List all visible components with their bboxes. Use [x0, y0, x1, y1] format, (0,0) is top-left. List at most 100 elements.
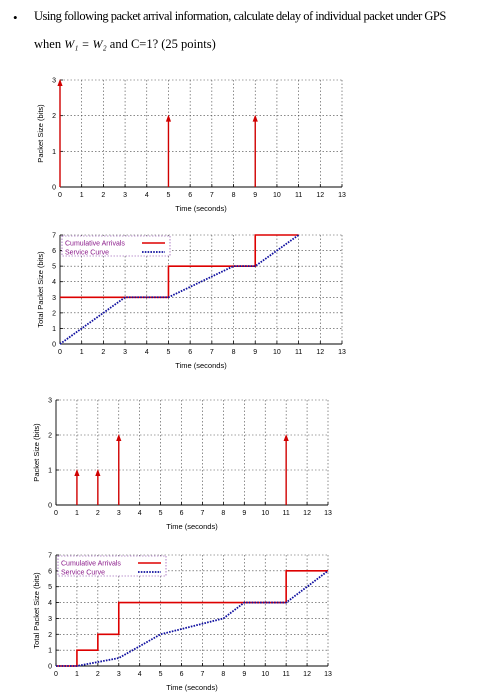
- y-tick-label: 4: [52, 279, 56, 286]
- y-tick-label: 1: [48, 468, 52, 475]
- x-tick-label: 9: [242, 510, 246, 517]
- y-tick-label: 0: [52, 185, 56, 192]
- x-tick-label: 11: [283, 510, 290, 517]
- y-tick-label: 4: [48, 600, 52, 607]
- x-tick-label: 3: [117, 671, 121, 678]
- y-tick-label: 3: [48, 616, 52, 623]
- x-tick-label: 8: [232, 349, 236, 356]
- x-tick-label: 0: [54, 510, 58, 517]
- arrow-head: [283, 434, 289, 441]
- question-suffix: and C=1? (25 points): [109, 37, 216, 51]
- x-tick-label: 12: [316, 192, 324, 199]
- x-tick-label: 6: [188, 349, 192, 356]
- arrival-arrow: [252, 114, 258, 187]
- x-tick-label: 2: [96, 671, 100, 678]
- service-curve-line: [56, 570, 329, 667]
- legend-box: [57, 555, 167, 577]
- x-tick-label: 6: [188, 192, 192, 199]
- x-axis-label: Time (seconds): [175, 361, 227, 370]
- x-tick-label: 5: [159, 671, 163, 678]
- y-tick-label: 7: [48, 553, 52, 560]
- x-tick-label: 1: [80, 349, 84, 356]
- y-tick-label: 6: [48, 568, 52, 575]
- y-tick-label: 0: [48, 503, 52, 510]
- x-tick-label: 4: [145, 349, 149, 356]
- y-tick-label: 2: [48, 433, 52, 440]
- legend-entry-label: Cumulative Arrivals: [61, 561, 121, 568]
- y-axis-label: Packet Size (bits): [32, 423, 41, 482]
- x-tick-label: 2: [96, 510, 100, 517]
- y-tick-label: 5: [52, 264, 56, 271]
- x-tick-label: 4: [138, 510, 142, 517]
- y-tick-label: 1: [48, 648, 52, 655]
- legend: Cumulative Arrivals Service Curve: [57, 555, 167, 577]
- x-tick-label: 13: [324, 510, 332, 517]
- x-tick-label: 3: [117, 510, 121, 517]
- x-tick-label: 2: [101, 349, 105, 356]
- y-tick-label: 6: [52, 248, 56, 255]
- legend-entry-label: Service Curve: [65, 250, 109, 257]
- x-tick-label: 9: [242, 671, 246, 678]
- y-tick-label: 1: [52, 326, 56, 333]
- arrival-arrow: [116, 434, 122, 505]
- cumulative-arrivals-line: [56, 570, 328, 667]
- x-tick-label: 5: [167, 192, 171, 199]
- question-prefix: when: [34, 37, 62, 51]
- arrow-head: [165, 114, 172, 122]
- arrow-head: [57, 79, 63, 86]
- x-tick-label: 10: [273, 349, 281, 356]
- y-tick-label: 0: [52, 342, 56, 349]
- x-tick-label: 1: [75, 510, 79, 517]
- x-axis-label: Time (seconds): [166, 522, 218, 531]
- x-tick-label: 5: [167, 349, 171, 356]
- x-tick-label: 8: [221, 671, 225, 678]
- x-tick-label: 9: [253, 349, 257, 356]
- y-tick-label: 3: [48, 398, 52, 405]
- arrow-head: [95, 469, 101, 476]
- x-tick-label: 11: [283, 671, 290, 678]
- arrow-head: [116, 434, 122, 441]
- x-tick-label: 0: [58, 192, 62, 199]
- x-tick-label: 8: [221, 510, 225, 517]
- y-tick-label: 7: [52, 233, 56, 240]
- service-curve-line: [59, 234, 300, 345]
- x-tick-label: 8: [232, 192, 236, 199]
- y-tick-label: 3: [52, 295, 56, 302]
- arrival-arrow: [57, 79, 63, 187]
- x-tick-label: 10: [261, 510, 269, 517]
- x-tick-label: 10: [273, 192, 281, 199]
- weight-formula: W₁ = W₂: [64, 37, 107, 51]
- legend-entry-label: Service Curve: [61, 570, 105, 577]
- x-tick-label: 12: [303, 510, 311, 517]
- x-tick-label: 4: [138, 671, 142, 678]
- x-tick-label: 12: [316, 349, 324, 356]
- y-axis-label: Total Packet Size (bits): [36, 251, 45, 328]
- x-tick-label: 0: [54, 671, 58, 678]
- x-tick-label: 1: [75, 671, 79, 678]
- x-axis-label: Time (seconds): [175, 204, 227, 213]
- x-tick-label: 2: [101, 192, 105, 199]
- x-tick-label: 3: [123, 192, 127, 199]
- x-tick-label: 13: [338, 192, 346, 199]
- arrow-head: [74, 469, 80, 476]
- x-tick-label: 1: [80, 192, 84, 199]
- legend-entry-label: Cumulative Arrivals: [65, 241, 125, 248]
- y-tick-label: 0: [48, 664, 52, 671]
- x-tick-label: 7: [201, 510, 205, 517]
- x-tick-label: 4: [145, 192, 149, 199]
- x-tick-label: 12: [303, 671, 311, 678]
- x-tick-label: 7: [210, 192, 214, 199]
- x-tick-label: 6: [180, 510, 184, 517]
- legend: Cumulative Arrivals Service Curve: [61, 235, 171, 257]
- x-tick-label: 7: [201, 671, 205, 678]
- x-tick-label: 7: [210, 349, 214, 356]
- y-tick-label: 2: [52, 113, 56, 120]
- question-text-line2: when W₁ = W₂ and C=1? (25 points): [34, 37, 216, 52]
- arrival-arrow: [283, 434, 289, 505]
- y-tick-label: 2: [52, 310, 56, 317]
- arrival-arrow: [165, 114, 172, 187]
- x-tick-label: 11: [295, 349, 302, 356]
